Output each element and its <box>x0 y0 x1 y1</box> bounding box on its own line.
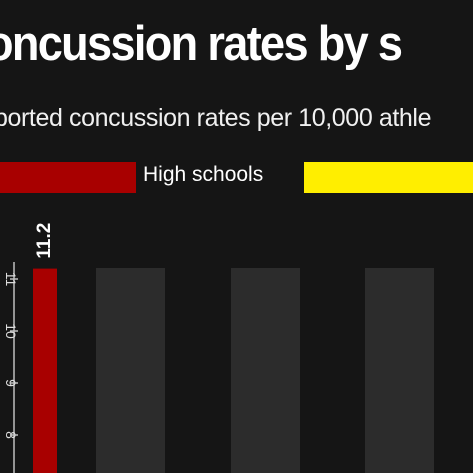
y-tick-label-9: 9 <box>3 379 19 387</box>
data-label-0: 11.2 <box>34 223 55 259</box>
bar-high-schools-0 <box>33 268 57 473</box>
y-tick-label-11: 11 <box>3 272 19 287</box>
legend-label-high-schools: High schools <box>143 163 264 186</box>
background-bar-1 <box>96 268 165 473</box>
legend-swatch-yellow <box>304 162 473 193</box>
legend-swatch-high-schools <box>0 162 136 193</box>
y-tick-label-8: 8 <box>3 431 19 439</box>
background-bar-2 <box>231 268 300 473</box>
chart-subtitle: ported concussion rates per 10,000 athle <box>0 104 432 132</box>
background-bar-3 <box>365 268 434 473</box>
chart-title: oncussion rates by s <box>0 17 403 71</box>
y-tick-label-10: 10 <box>3 323 19 339</box>
